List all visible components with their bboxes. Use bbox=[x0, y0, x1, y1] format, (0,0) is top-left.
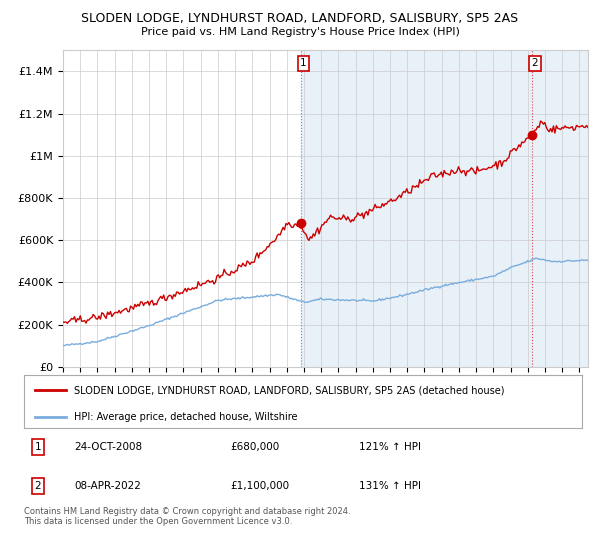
Text: 2: 2 bbox=[532, 58, 538, 68]
Text: 08-APR-2022: 08-APR-2022 bbox=[74, 481, 141, 491]
Text: 1: 1 bbox=[35, 442, 41, 452]
Text: 131% ↑ HPI: 131% ↑ HPI bbox=[359, 481, 421, 491]
Text: HPI: Average price, detached house, Wiltshire: HPI: Average price, detached house, Wilt… bbox=[74, 412, 298, 422]
Text: Contains HM Land Registry data © Crown copyright and database right 2024.
This d: Contains HM Land Registry data © Crown c… bbox=[24, 507, 350, 526]
Text: 121% ↑ HPI: 121% ↑ HPI bbox=[359, 442, 421, 452]
Text: 1: 1 bbox=[300, 58, 307, 68]
Text: 24-OCT-2008: 24-OCT-2008 bbox=[74, 442, 142, 452]
Text: £1,100,000: £1,100,000 bbox=[230, 481, 290, 491]
Text: 2: 2 bbox=[35, 481, 41, 491]
Text: Price paid vs. HM Land Registry's House Price Index (HPI): Price paid vs. HM Land Registry's House … bbox=[140, 27, 460, 37]
Bar bbox=[301, 50, 600, 367]
Text: £680,000: £680,000 bbox=[230, 442, 280, 452]
Text: SLODEN LODGE, LYNDHURST ROAD, LANDFORD, SALISBURY, SP5 2AS (detached house): SLODEN LODGE, LYNDHURST ROAD, LANDFORD, … bbox=[74, 385, 505, 395]
Text: SLODEN LODGE, LYNDHURST ROAD, LANDFORD, SALISBURY, SP5 2AS: SLODEN LODGE, LYNDHURST ROAD, LANDFORD, … bbox=[82, 12, 518, 25]
